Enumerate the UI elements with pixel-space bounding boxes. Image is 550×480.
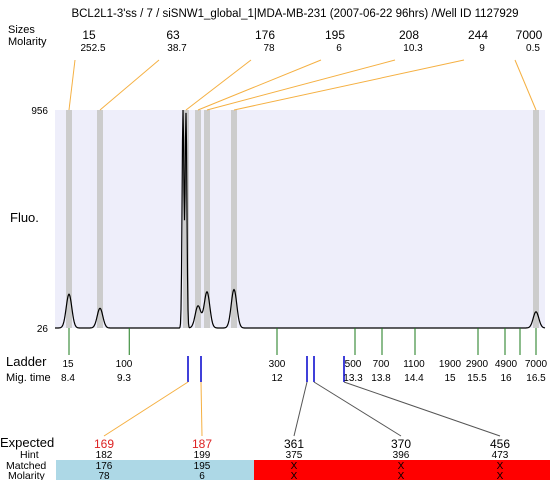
hint-value: 473 [492, 450, 509, 461]
molarity-value: 78 [98, 471, 110, 480]
peak-molarity-label: 10.3 [403, 43, 423, 54]
peak-connector [99, 59, 160, 111]
matched-value: X [497, 461, 504, 472]
ladder-migtime-label: 15.5 [467, 373, 487, 384]
peak-band [195, 110, 201, 328]
ladder-migtime-label: 14.4 [404, 373, 424, 384]
ladder-size-label: 1100 [403, 359, 425, 370]
expected-size-label: 361 [284, 437, 304, 451]
peak-connector [206, 59, 396, 111]
ladder-migtime-label: 9.3 [117, 373, 131, 384]
y-tick-min: 26 [37, 324, 49, 335]
peak-band [533, 110, 539, 328]
y-tick-max: 956 [31, 106, 48, 117]
ladder-size-label: 2900 [466, 359, 489, 370]
ladder-migtime-label: 13.8 [371, 373, 391, 384]
peak-band [231, 110, 237, 328]
matched-ok-background [56, 460, 254, 480]
peak-connector [68, 59, 76, 111]
peak-connector [197, 59, 322, 111]
hint-value: 199 [194, 450, 211, 461]
expected-size-label: 456 [490, 437, 510, 451]
peak-molarity-label: 252.5 [80, 43, 105, 54]
chart-title: BCL2L1-3'ss / 7 / siSNW1_global_1|MDA-MB… [71, 8, 518, 20]
peak-band [66, 110, 72, 328]
hint-label: Hint [20, 449, 39, 461]
peak-size-label: 63 [166, 28, 180, 42]
molarity-row-label: Molarity [8, 470, 46, 480]
peak-band [204, 110, 210, 328]
ladder-migtime-label: 8.4 [61, 373, 75, 384]
ladder-migtime-label: 12 [271, 373, 283, 384]
plot-area: 9562615252.56338.717678195620810.3244970… [31, 28, 550, 480]
peak-molarity-label: 6 [336, 43, 342, 54]
ladder-size-label: 15 [62, 359, 74, 370]
molarity-value: X [291, 471, 298, 480]
ladder-size-label: 300 [269, 359, 286, 370]
ladder-label: Ladder [6, 354, 47, 369]
ladder-size-label: 4900 [495, 359, 518, 370]
sizes-label: Sizes [8, 24, 35, 36]
ladder-size-label: 700 [373, 359, 390, 370]
molarity-value: X [398, 471, 405, 480]
expected-connector [293, 381, 308, 437]
matched-value: X [398, 461, 405, 472]
fluorescence-trace [55, 109, 546, 329]
hint-value: 375 [286, 450, 303, 461]
expected-connector [313, 381, 402, 437]
molarity-value: 6 [199, 471, 205, 480]
peak-size-label: 208 [399, 28, 419, 42]
molarity-header-label: Molarity [8, 36, 47, 48]
matched-value: 176 [96, 461, 113, 472]
ladder-migtime-label: 13.3 [343, 373, 363, 384]
hint-value: 396 [393, 450, 410, 461]
y-axis-label: Fluo. [10, 210, 39, 225]
expected-connector [343, 381, 501, 437]
mig-time-label: Mig. time [6, 372, 51, 384]
peak-band [183, 110, 189, 328]
expected-size-label: 370 [391, 437, 411, 451]
molarity-value: X [497, 471, 504, 480]
peak-size-label: 195 [325, 28, 345, 42]
ladder-migtime-label: 16 [500, 373, 512, 384]
ladder-migtime-label: 15 [444, 373, 456, 384]
matched-value: 195 [194, 461, 211, 472]
expected-connector [103, 381, 189, 437]
plot-background [55, 110, 545, 328]
peak-size-label: 176 [255, 28, 275, 42]
ladder-migtime-label: 16.5 [526, 373, 546, 384]
peak-molarity-label: 38.7 [167, 43, 187, 54]
ladder-size-label: 7000 [525, 359, 548, 370]
ladder-size-label: 500 [345, 359, 362, 370]
matched-label: Matched [6, 460, 46, 472]
peak-connector [514, 59, 537, 111]
peak-connector [233, 59, 465, 111]
ladder-size-label: 1900 [439, 359, 462, 370]
expected-size-label: 169 [94, 437, 114, 451]
peak-size-label: 15 [82, 28, 96, 42]
peak-size-label: 7000 [516, 28, 543, 42]
hint-value: 182 [96, 450, 113, 461]
peak-size-label: 244 [468, 28, 488, 42]
peak-molarity-label: 78 [263, 43, 275, 54]
peak-molarity-label: 0.5 [526, 43, 540, 54]
expected-connector [200, 381, 203, 437]
expected-size-label: 187 [192, 437, 212, 451]
peak-molarity-label: 9 [479, 43, 485, 54]
expected-label: Expected [0, 435, 54, 450]
ladder-size-label: 100 [116, 359, 133, 370]
matched-value: X [291, 461, 298, 472]
peak-connector [185, 59, 252, 111]
peak-band [97, 110, 103, 328]
matched-missing-background [254, 460, 550, 480]
